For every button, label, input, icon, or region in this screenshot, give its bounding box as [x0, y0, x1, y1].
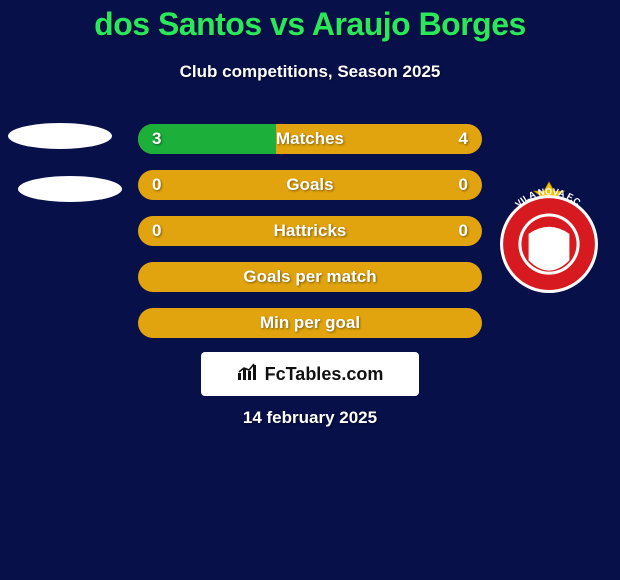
attribution-text: FcTables.com: [265, 364, 384, 385]
stat-right-value: 0: [459, 175, 468, 195]
stat-label: Min per goal: [138, 313, 482, 333]
fctables-icon: [237, 363, 259, 386]
attribution-box: FcTables.com: [201, 352, 419, 396]
club-badge: VILA NOVA F.C.: [498, 178, 600, 302]
stat-left-value: 0: [152, 221, 161, 241]
stat-row: 3Matches4: [138, 124, 482, 154]
stat-label: Goals per match: [138, 267, 482, 287]
stat-left-value: 0: [152, 175, 161, 195]
stat-label: Goals: [138, 175, 482, 195]
stat-label: Hattricks: [138, 221, 482, 241]
player-photo-placeholder-left-2: [18, 176, 122, 202]
comparison-infographic: dos Santos vs Araujo Borges Club competi…: [0, 0, 620, 580]
page-title: dos Santos vs Araujo Borges: [0, 6, 620, 43]
stat-row: Min per goal: [138, 308, 482, 338]
stat-row: 0Hattricks0: [138, 216, 482, 246]
stat-row: 0Goals0: [138, 170, 482, 200]
date-label: 14 february 2025: [0, 408, 620, 428]
subtitle: Club competitions, Season 2025: [0, 62, 620, 82]
stat-left-value: 3: [152, 129, 161, 149]
stat-right-value: 4: [459, 129, 468, 149]
player-photo-placeholder-left-1: [8, 123, 112, 149]
stat-row: Goals per match: [138, 262, 482, 292]
stat-right-value: 0: [459, 221, 468, 241]
